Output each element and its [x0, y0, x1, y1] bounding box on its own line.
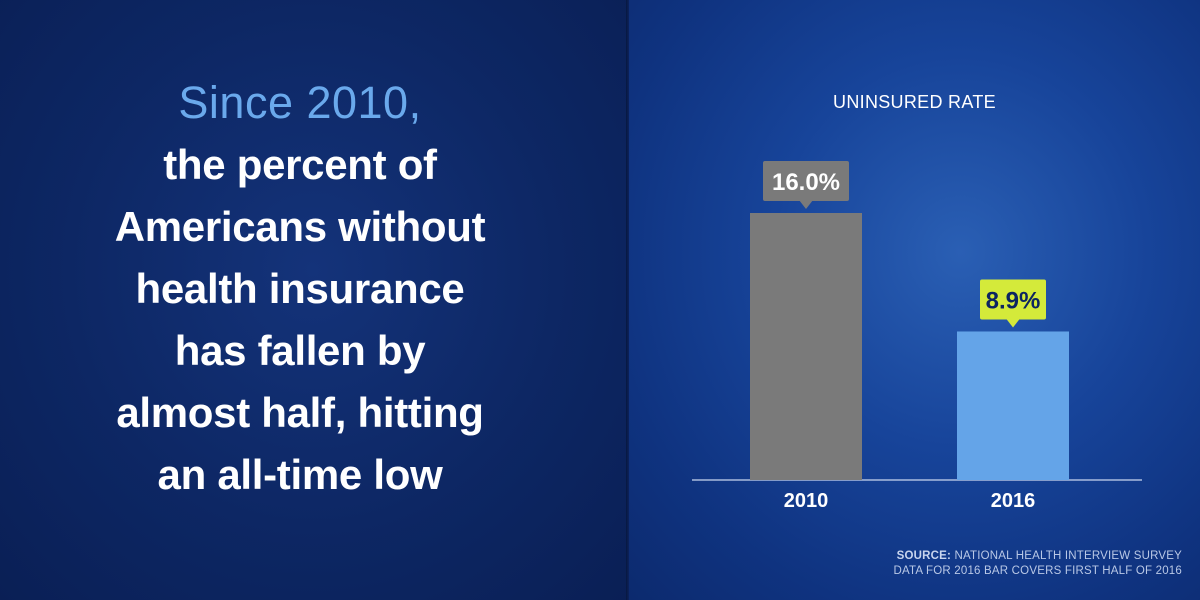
- source-text: NATIONAL HEALTH INTERVIEW SURVEY: [954, 550, 1182, 562]
- category-label: 2016: [991, 490, 1036, 512]
- bar: [957, 331, 1069, 480]
- bar-chart: 16.0% 2010 8.9% 2016: [692, 161, 1142, 512]
- source-line: SOURCE: NATIONAL HEALTH INTERVIEW SURVEY: [629, 549, 1182, 564]
- category-label: 2010: [784, 490, 829, 512]
- headline-line: almost half, hitting: [116, 389, 484, 436]
- source-note: SOURCE: NATIONAL HEALTH INTERVIEW SURVEY…: [629, 549, 1182, 579]
- chart-title: UNINSURED RATE: [833, 92, 996, 112]
- headline-line: an all-time low: [157, 451, 443, 498]
- value-label: 16.0%: [772, 169, 840, 196]
- headline-line: Americans without: [114, 203, 486, 250]
- value-label: 8.9%: [986, 287, 1041, 314]
- headline-line: the percent of: [163, 141, 437, 188]
- headline-lead: Since 2010,: [178, 77, 422, 128]
- headline: Since 2010, the percent of Americans wit…: [0, 72, 600, 506]
- source-footnote: DATA FOR 2016 BAR COVERS FIRST HALF OF 2…: [893, 565, 1182, 577]
- panel-divider: [626, 0, 629, 600]
- value-label-pointer: [1006, 318, 1020, 328]
- headline-panel: Since 2010, the percent of Americans wit…: [0, 0, 626, 600]
- bar: [750, 213, 862, 480]
- headline-line: health insurance: [135, 265, 465, 312]
- chart-panel: UNINSURED RATE 16.0% 2010 8.9% 2016 SOURCE:…: [629, 0, 1200, 600]
- value-label-box: [763, 161, 849, 201]
- value-label-box: [980, 279, 1046, 320]
- value-label-pointer: [799, 200, 813, 209]
- source-label: SOURCE:: [896, 550, 952, 562]
- headline-line: has fallen by: [174, 327, 426, 374]
